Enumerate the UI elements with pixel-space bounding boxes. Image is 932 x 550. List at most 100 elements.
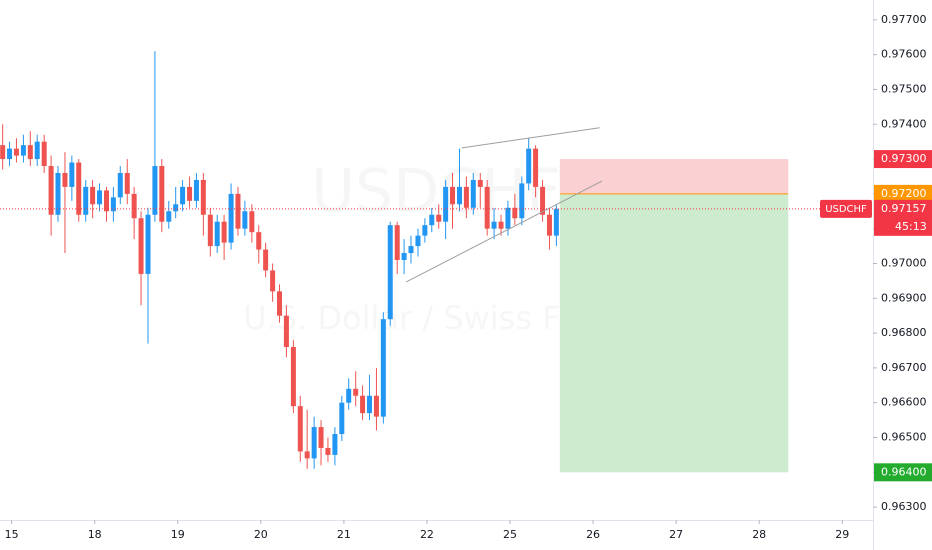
candle-body [463,186,469,208]
candle-body [332,434,338,455]
candle-body [145,214,151,274]
candle-body [436,214,442,222]
candle-body [256,232,262,250]
candle-body [318,427,324,448]
candle-body [90,186,96,205]
entry-badge [874,184,932,203]
x-tick-label: 25 [503,528,517,541]
last-price-label: 0.97157 [881,202,927,215]
candle-body [477,179,483,187]
candle-body [83,186,89,215]
candle-body [69,162,75,187]
candle-body [152,166,158,215]
candle-body [27,145,33,160]
candle-body [193,179,199,201]
x-tick-label: 18 [88,528,102,541]
candle-body [138,218,144,274]
candle-body [457,186,463,205]
candle-body [422,225,428,236]
stop-badge [874,150,932,169]
target-badge [874,463,932,482]
candle-body [304,451,310,459]
candle-body [242,211,248,229]
candle-body [290,347,296,407]
candle-body [498,221,504,229]
candle-body [173,204,179,212]
candle-body [166,211,172,222]
candle-body [401,253,407,260]
stop-label: 0.97300 [881,152,927,165]
reward-zone [559,193,789,473]
candle-body [34,141,40,160]
candle-body [62,172,68,187]
candle-body [387,225,393,320]
risk-zone [559,159,789,194]
candle-body [526,148,532,184]
candle-body [110,197,116,212]
candle-body [180,186,186,205]
y-tick-label: 0.96800 [881,326,927,339]
candle-body [207,214,213,247]
y-tick-label: 0.96900 [881,291,927,304]
x-tick-label: 27 [669,528,683,541]
candle-body [20,145,26,156]
candle-body [484,186,490,229]
candle-body [519,183,525,219]
candle-body [249,211,255,233]
y-tick-label: 0.97700 [881,13,927,26]
countdown: 45:13 [895,220,927,233]
candle-body [408,246,414,254]
x-tick-label: 22 [420,528,434,541]
candle-body [131,193,137,219]
candle-body [187,186,193,201]
candle-body [546,214,552,236]
candle-body [533,148,539,187]
candle-body [263,249,269,271]
candle-body [117,172,123,198]
candle-body [76,162,82,215]
candle-body [346,388,352,403]
candle-body [0,145,6,160]
y-tick-label: 0.97000 [881,256,927,269]
candle-body [325,447,331,455]
candle-body [228,193,234,243]
candle-body [48,166,54,215]
y-tick-label: 0.97400 [881,117,927,130]
candle-body [235,193,241,229]
candle-body [283,315,289,348]
candle-body [505,207,511,229]
candle-body [311,427,317,459]
candle-body [7,148,13,160]
candle-body [270,270,276,292]
trend-line [461,127,600,149]
candle-body [103,190,109,212]
x-tick-label: 28 [752,528,766,541]
candle-body [553,208,559,236]
candle-body [159,166,165,222]
candle-body [540,186,546,215]
x-tick-label: 29 [835,528,849,541]
symbol-badge [820,199,872,218]
candle-body [360,395,366,414]
candle-body [97,190,103,205]
y-tick-label: 0.96700 [881,361,927,374]
x-tick-label: 21 [337,528,351,541]
y-tick-label: 0.97600 [881,48,927,61]
candle-body [443,186,449,222]
candle-body [221,221,227,243]
x-tick-label: 26 [586,528,600,541]
y-tick-label: 0.97500 [881,82,927,95]
candle-body [353,388,359,396]
candle-body [470,179,476,208]
target-label: 0.96400 [881,465,927,478]
candle-body [214,221,220,247]
candle-body [415,235,421,247]
symbol-label: USDCHF [825,204,867,215]
x-tick-label: 20 [254,528,268,541]
entry-label: 0.97200 [881,187,927,200]
candle-body [366,395,372,414]
candle-body [512,207,518,219]
candle-body [55,172,61,215]
